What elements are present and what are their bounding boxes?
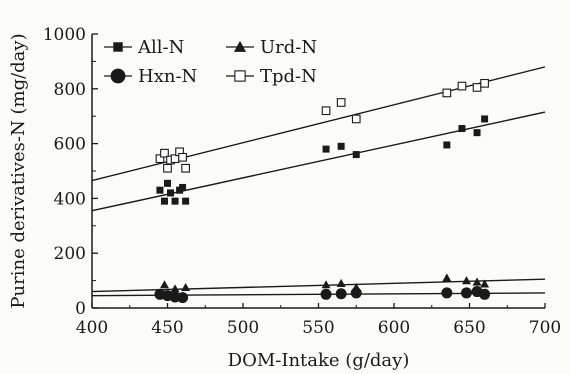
point-all-n <box>156 186 164 194</box>
point-tpd-n <box>181 163 190 173</box>
point-tpd-n <box>178 152 187 162</box>
y-tick-label: 200 <box>54 244 86 264</box>
x-tick-label: 650 <box>453 318 485 338</box>
y-tick-label: 0 <box>75 299 86 319</box>
point-all-n <box>322 145 330 153</box>
point-tpd-n <box>442 88 452 98</box>
y-axis-title: Purine derivatives-N (mg/day) <box>8 33 29 308</box>
fit-line-urd-n <box>91 278 546 293</box>
point-hxn-n <box>460 287 472 299</box>
legend: All-N Urd-N Hxn-N Tpd-N <box>104 37 317 87</box>
x-tick-label: 450 <box>151 318 183 338</box>
x-tick-label: 550 <box>302 318 334 338</box>
y-tick-label: 800 <box>54 80 86 100</box>
point-urd-n <box>461 276 471 285</box>
point-all-n <box>473 129 481 137</box>
point-hxn-n <box>177 292 189 304</box>
point-urd-n <box>159 280 169 289</box>
point-urd-n <box>181 282 191 292</box>
point-tpd-n <box>160 148 169 158</box>
point-tpd-n <box>321 106 331 116</box>
point-tpd-n <box>155 154 165 164</box>
point-tpd-n <box>163 163 172 173</box>
legend-label: Tpd-N <box>260 66 317 87</box>
legend-label: Hxn-N <box>138 66 197 87</box>
point-urd-n <box>321 280 331 289</box>
legend-marker-hxn-n <box>110 68 126 84</box>
x-tick-label: 500 <box>227 318 259 338</box>
point-all-n <box>337 142 345 150</box>
point-all-n <box>182 197 190 205</box>
point-hxn-n <box>320 288 332 300</box>
x-tick-label: 700 <box>529 318 561 338</box>
point-all-n <box>164 179 171 187</box>
point-urd-n <box>336 278 346 287</box>
point-tpd-n <box>480 78 489 88</box>
point-all-n <box>160 197 168 205</box>
point-tpd-n <box>336 98 346 107</box>
y-tick-label: 1000 <box>43 25 86 45</box>
point-urd-n <box>170 284 180 293</box>
point-urd-n <box>351 282 361 292</box>
x-tick-label: 400 <box>76 318 108 338</box>
point-hxn-n <box>441 287 453 299</box>
y-tick-label: 600 <box>54 135 86 155</box>
point-tpd-n <box>351 114 361 124</box>
y-tick-label: 400 <box>54 189 86 209</box>
legend-marker-tpd-n <box>234 70 246 82</box>
y-ticks: 0 200 400 600 800 1000 <box>43 25 98 319</box>
x-ticks: 400 450 500 550 600 650 700 <box>76 303 561 338</box>
legend-marker-urd-n <box>233 40 247 52</box>
fit-lines <box>91 66 546 297</box>
data-points <box>154 78 491 304</box>
point-all-n <box>179 183 187 191</box>
point-all-n <box>171 197 179 205</box>
point-all-n <box>167 189 175 197</box>
point-all-n <box>481 115 489 123</box>
point-all-n <box>458 125 466 133</box>
point-tpd-n <box>457 81 467 91</box>
x-axis-title: DOM-Intake (g/day) <box>228 350 410 371</box>
point-urd-n <box>472 277 482 286</box>
point-hxn-n <box>479 288 491 300</box>
point-hxn-n <box>335 288 347 300</box>
x-tick-label: 600 <box>378 318 410 338</box>
legend-label: Urd-N <box>260 37 317 58</box>
point-all-n <box>352 151 360 159</box>
point-all-n <box>443 141 451 149</box>
point-tpd-n <box>472 83 482 92</box>
legend-label: All-N <box>137 37 184 58</box>
legend-marker-all-n <box>113 42 123 52</box>
point-urd-n <box>480 279 490 288</box>
point-urd-n <box>442 273 452 282</box>
